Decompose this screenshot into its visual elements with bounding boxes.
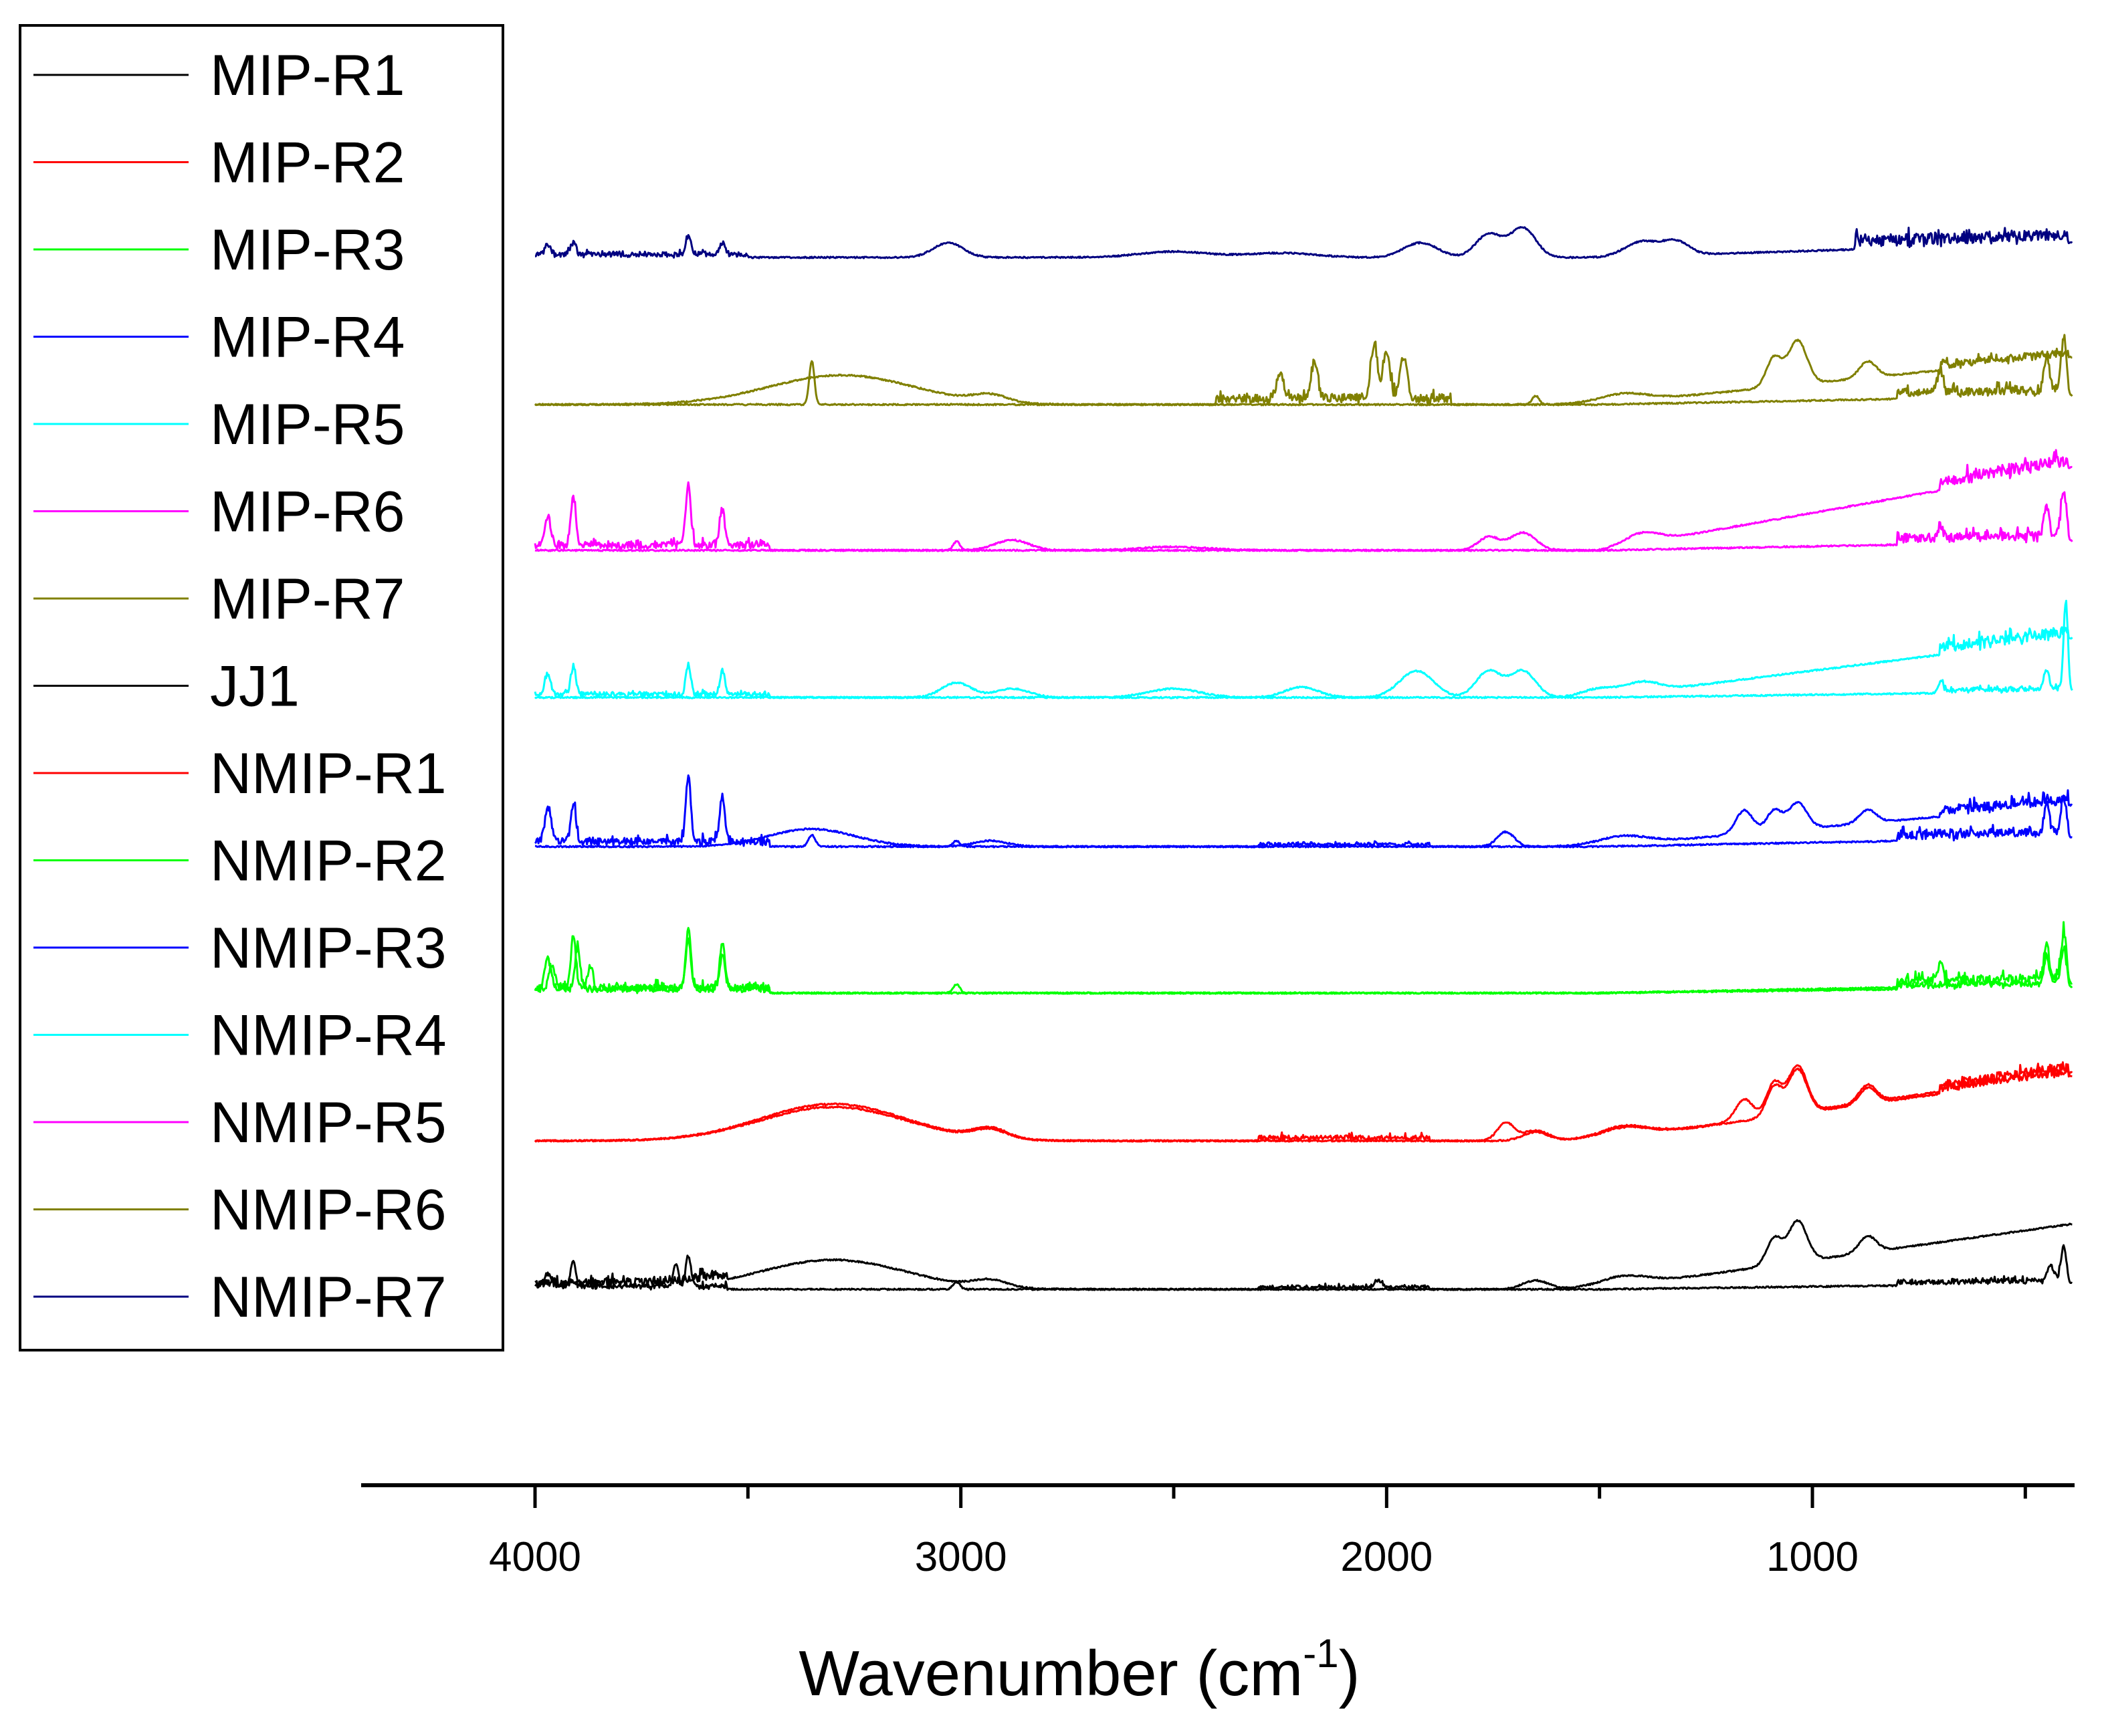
legend-items: MIP-R1 MIP-R2 MIP-R3 MIP-R4 MIP-R5 MIP-R6 MIP-… <box>33 43 447 1329</box>
legend-label-jj1: JJ1 <box>210 655 300 719</box>
legend-label-nmip-r6: NMIP-R6 <box>210 1178 447 1242</box>
x-axis: 4000 3000 2000 1000 Wavenumber (cm-1) <box>361 1483 2075 1709</box>
series-line-nmip-r1 <box>534 1061 2073 1143</box>
legend-label-mip-r1: MIP-R1 <box>210 43 405 108</box>
x-axis-title-superscript: -1 <box>1303 1631 1338 1676</box>
legend-label-mip-r3: MIP-R3 <box>210 218 405 282</box>
x-tick-label-3000: 3000 <box>915 1534 1007 1580</box>
legend-label-mip-r2: MIP-R2 <box>210 131 405 195</box>
legend-label-nmip-r4: NMIP-R4 <box>210 1004 447 1068</box>
x-tick-label-4000: 4000 <box>489 1534 581 1580</box>
legend-label-mip-r5: MIP-R5 <box>210 393 405 457</box>
legend-label-nmip-r1: NMIP-R1 <box>210 742 447 806</box>
plot-area <box>534 226 2073 1291</box>
series-line-nmip-r4 <box>534 599 2073 699</box>
x-axis-title-main: Wavenumber (cm <box>799 1638 1303 1709</box>
x-axis-title-suffix: ) <box>1339 1638 1360 1709</box>
series-line-mip-r4 <box>534 774 2073 849</box>
x-axis-title: Wavenumber (cm-1) <box>799 1631 1360 1709</box>
series-line-nmip-r6 <box>534 334 2073 407</box>
legend-label-mip-r4: MIP-R4 <box>210 306 405 370</box>
legend: MIP-R1 MIP-R2 MIP-R3 MIP-R4 MIP-R5 MIP-R6 MIP-… <box>19 24 504 1351</box>
series-line-nmip-r2 <box>534 937 2073 995</box>
legend-label-nmip-r7: NMIP-R7 <box>210 1265 447 1329</box>
legend-label-mip-r6: MIP-R6 <box>210 480 405 544</box>
x-tick-label-2000: 2000 <box>1340 1534 1433 1580</box>
series-line-mip-r1 <box>534 1219 2073 1291</box>
x-ticks: 4000 3000 2000 1000 <box>489 1485 2027 1580</box>
series-line-mip-r2 <box>534 1063 2073 1143</box>
x-tick-label-1000: 1000 <box>1766 1534 1859 1580</box>
series-line-mip-r7 <box>534 338 2073 407</box>
series-line-nmip-r7 <box>534 226 2073 259</box>
legend-label-mip-r7: MIP-R7 <box>210 567 405 631</box>
series-line-nmip-r5 <box>534 481 2073 552</box>
legend-label-nmip-r2: NMIP-R2 <box>210 829 447 893</box>
series-line-nmip-r3 <box>534 789 2073 849</box>
legend-label-nmip-r3: NMIP-R3 <box>210 916 447 980</box>
series-line-jj1 <box>534 1244 2073 1291</box>
legend-label-nmip-r5: NMIP-R5 <box>210 1091 447 1155</box>
legend-box <box>19 24 504 1351</box>
